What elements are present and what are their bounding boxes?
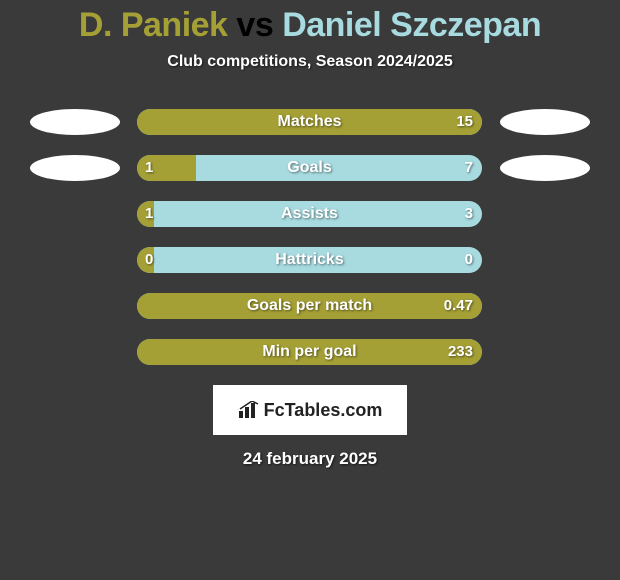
stat-value-right: 0 [465,247,473,273]
stat-row: Matches15 [15,109,605,135]
chart-icon [238,401,260,419]
stat-row: Goals per match0.47 [15,293,605,319]
vs-text: vs [227,6,282,44]
bar-container: Matches [137,109,482,135]
stat-value-left: 1 [145,155,153,181]
bar-container: Goals [137,155,482,181]
comparison-title: D. Paniek vs Daniel Szczepan [0,0,620,45]
player-oval [30,109,120,135]
stat-row: Min per goal233 [15,339,605,365]
stat-value-right: 233 [448,339,473,365]
stat-value-left: 0 [145,247,153,273]
player2-name: Daniel Szczepan [282,6,541,44]
date-text: 24 february 2025 [0,449,620,469]
stat-label: Hattricks [137,247,482,273]
stat-row: Hattricks0 0 [15,247,605,273]
stat-row: Goals1 7 [15,155,605,181]
comparison-chart: Matches15Goals17Assists13Hattricks00Goal… [15,109,605,365]
bar-fill [137,109,482,135]
logo-text: FcTables.com [264,400,383,421]
player-oval [30,155,120,181]
stat-value-right: 0.47 [444,293,473,319]
stat-value-right: 3 [465,201,473,227]
stat-value-right: 15 [456,109,473,135]
bar-container: Hattricks [137,247,482,273]
bar-container: Assists [137,201,482,227]
bar-fill [137,293,482,319]
bar-container: Min per goal [137,339,482,365]
stat-label: Assists [137,201,482,227]
stat-value-right: 7 [465,155,473,181]
fctables-logo: FcTables.com [213,385,407,435]
player1-name: D. Paniek [79,6,228,44]
player-oval [500,155,590,181]
player-oval [500,109,590,135]
bar-container: Goals per match [137,293,482,319]
stat-value-left: 1 [145,201,153,227]
season-subtitle: Club competitions, Season 2024/2025 [0,53,620,71]
stat-row: Assists1 3 [15,201,605,227]
bar-fill [137,339,482,365]
